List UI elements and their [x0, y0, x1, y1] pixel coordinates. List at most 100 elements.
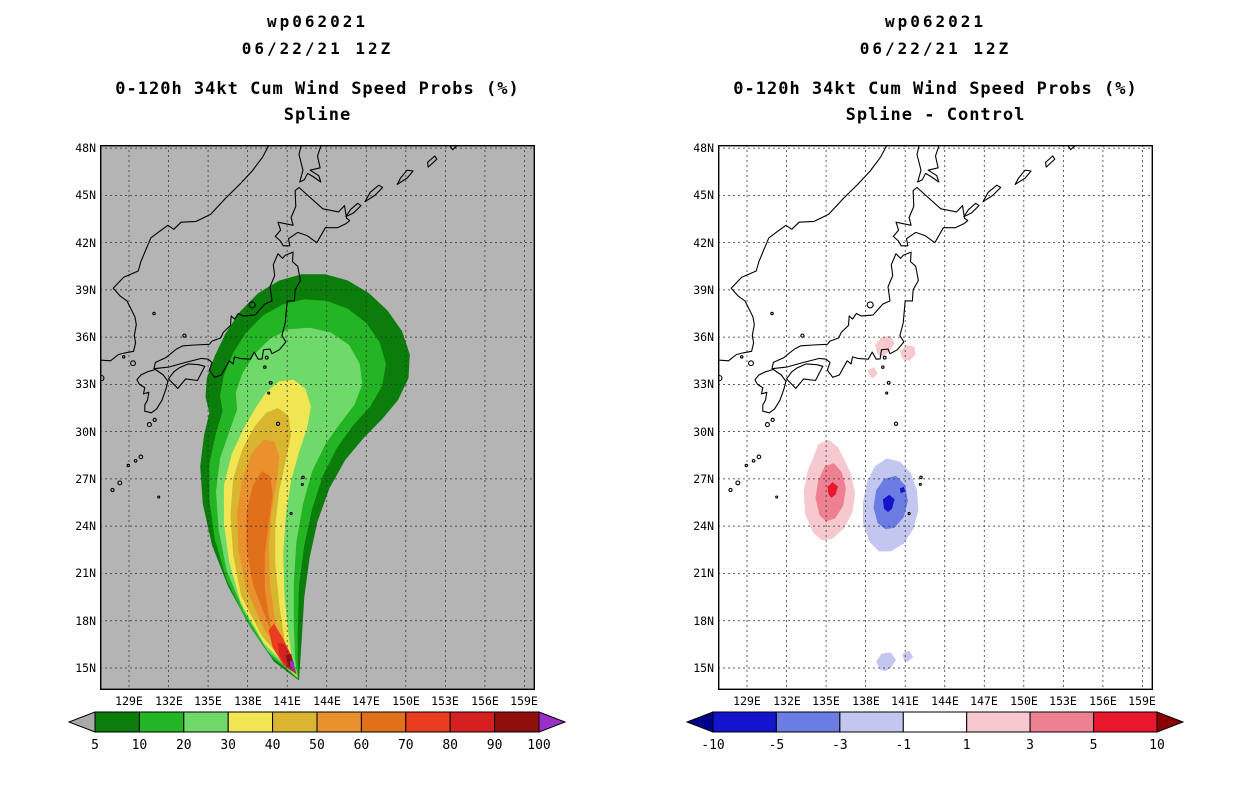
colorbar-box — [902, 711, 968, 733]
lon-tick-label: 147E — [352, 694, 380, 708]
storm-id-title: wp062021 — [884, 12, 987, 31]
lat-tick-label: 42N — [693, 236, 714, 250]
colorbar-box — [227, 711, 274, 733]
graticule — [100, 145, 535, 690]
lat-tick-label: 21N — [693, 566, 714, 580]
colorbar-tick-label: 20 — [176, 738, 192, 753]
lat-tick-label: 15N — [75, 661, 96, 675]
spline-minus-control-panel: wp062021 06/22/21 12Z 0-120h 34kt Cum Wi… — [618, 0, 1236, 800]
probability-map — [100, 145, 535, 690]
lat-tick-label: 24N — [75, 519, 96, 533]
colorbar-box — [183, 711, 229, 733]
colorbar-box — [494, 711, 540, 733]
lon-tick-label: 141E — [891, 694, 919, 708]
lat-tick-label: 27N — [75, 472, 96, 486]
storm-id-title: wp062021 — [266, 12, 369, 31]
colorbar-tick-label: 40 — [265, 738, 281, 753]
product-title: 0-120h 34kt Cum Wind Speed Probs (%) — [733, 79, 1138, 99]
contour-shading — [803, 335, 919, 672]
colorbar-box — [449, 711, 496, 733]
method-subtitle: Spline — [283, 105, 352, 125]
colorbar-right-arrow — [538, 711, 567, 733]
colorbar-tick-label: 3 — [1026, 738, 1034, 753]
lon-tick-label: 147E — [970, 694, 998, 708]
spline-probability-panel: wp062021 06/22/21 12Z 0-120h 34kt Cum Wi… — [67, 8, 567, 753]
lon-tick-label: 135E — [194, 694, 222, 708]
colorbar-box — [272, 711, 318, 733]
colorbar-tick-label: -5 — [769, 738, 785, 753]
colorbar-tick-label: 60 — [354, 738, 370, 753]
lon-tick-label: 150E — [392, 694, 420, 708]
product-title: 0-120h 34kt Cum Wind Speed Probs (%) — [115, 79, 520, 99]
lon-tick-label: 132E — [155, 694, 183, 708]
colorbar-tick-label: -10 — [701, 738, 724, 753]
lon-tick-label: 141E — [273, 694, 301, 708]
colorbar-box — [360, 711, 407, 733]
colorbar-left-arrow — [67, 711, 96, 733]
colorbar-box — [316, 711, 362, 733]
colorbar-box — [1093, 711, 1158, 733]
method-subtitle: Spline - Control — [845, 105, 1026, 125]
colorbar-box — [405, 711, 451, 733]
lat-tick-label: 24N — [693, 519, 714, 533]
lon-tick-label: 138E — [852, 694, 880, 708]
colorbar-tick-label: -3 — [832, 738, 848, 753]
colorbar-tick-label: 90 — [487, 738, 503, 753]
colorbar-box — [966, 711, 1031, 733]
contour-shading — [200, 274, 410, 681]
colorbar-tick-label: 30 — [220, 738, 236, 753]
lon-tick-label: 153E — [431, 694, 459, 708]
colorbar-box — [712, 711, 777, 733]
lon-tick-label: 150E — [1010, 694, 1038, 708]
lat-tick-label: 30N — [75, 425, 96, 439]
panel-titles: wp062021 06/22/21 12Z 0-120h 34kt Cum Wi… — [718, 8, 1153, 128]
lat-tick-label: 27N — [693, 472, 714, 486]
colorbar-tick-label: 1 — [963, 738, 971, 753]
lat-tick-label: 33N — [75, 377, 96, 391]
lon-tick-label: 132E — [773, 694, 801, 708]
map-area: 48N 45N 42N 39N 36N 33N 30N 27N 24N 21N 18N 15N 129E… — [618, 141, 1236, 745]
lon-tick-label: 129E — [733, 694, 761, 708]
colorbar-tick-label: 100 — [527, 738, 550, 753]
colorbar-tick-label: 50 — [309, 738, 325, 753]
valid-time-title: 06/22/21 12Z — [241, 39, 394, 58]
graticule — [718, 145, 1153, 690]
colorbar-tick-label: -1 — [895, 738, 911, 753]
valid-time-title: 06/22/21 12Z — [859, 39, 1012, 58]
lat-tick-label: 45N — [693, 188, 714, 202]
lat-tick-label: 36N — [75, 330, 96, 344]
lon-tick-label: 138E — [234, 694, 262, 708]
lat-tick-label: 18N — [75, 614, 96, 628]
colorbar-tick-label: 5 — [1090, 738, 1098, 753]
lon-tick-label: 144E — [313, 694, 341, 708]
lon-tick-label: 129E — [115, 694, 143, 708]
lon-tick-label: 135E — [812, 694, 840, 708]
panel-titles: wp062021 06/22/21 12Z 0-120h 34kt Cum Wi… — [100, 8, 535, 128]
colorbar-tick-label: 80 — [442, 738, 458, 753]
lat-tick-label: 42N — [75, 236, 96, 250]
lat-tick-label: 39N — [75, 283, 96, 297]
lon-tick-label: 144E — [931, 694, 959, 708]
lon-tick-label: 159E — [510, 694, 538, 708]
colorbar-right-arrow — [1156, 711, 1185, 733]
colorbar-tick-label: 5 — [91, 738, 99, 753]
lon-tick-label: 156E — [1089, 694, 1117, 708]
colorbar-tick-label: 10 — [1149, 738, 1165, 753]
lat-tick-label: 21N — [75, 566, 96, 580]
colorbar-tick-label: 70 — [398, 738, 414, 753]
lat-tick-label: 36N — [693, 330, 714, 344]
lat-tick-label: 15N — [693, 661, 714, 675]
map-frame — [718, 145, 1153, 690]
lat-tick-label: 39N — [693, 283, 714, 297]
lon-tick-label: 156E — [471, 694, 499, 708]
lon-tick-label: 153E — [1049, 694, 1077, 708]
map-frame — [100, 145, 535, 690]
lat-tick-label: 48N — [693, 141, 714, 155]
map-background — [718, 145, 1153, 690]
colorbar-box — [1029, 711, 1095, 733]
lat-tick-label: 48N — [75, 141, 96, 155]
lat-tick-label: 30N — [693, 425, 714, 439]
colorbar-box — [775, 711, 841, 733]
probability-colorbar: 5 10 20 30 40 50 60 70 80 90 100 — [67, 711, 567, 753]
